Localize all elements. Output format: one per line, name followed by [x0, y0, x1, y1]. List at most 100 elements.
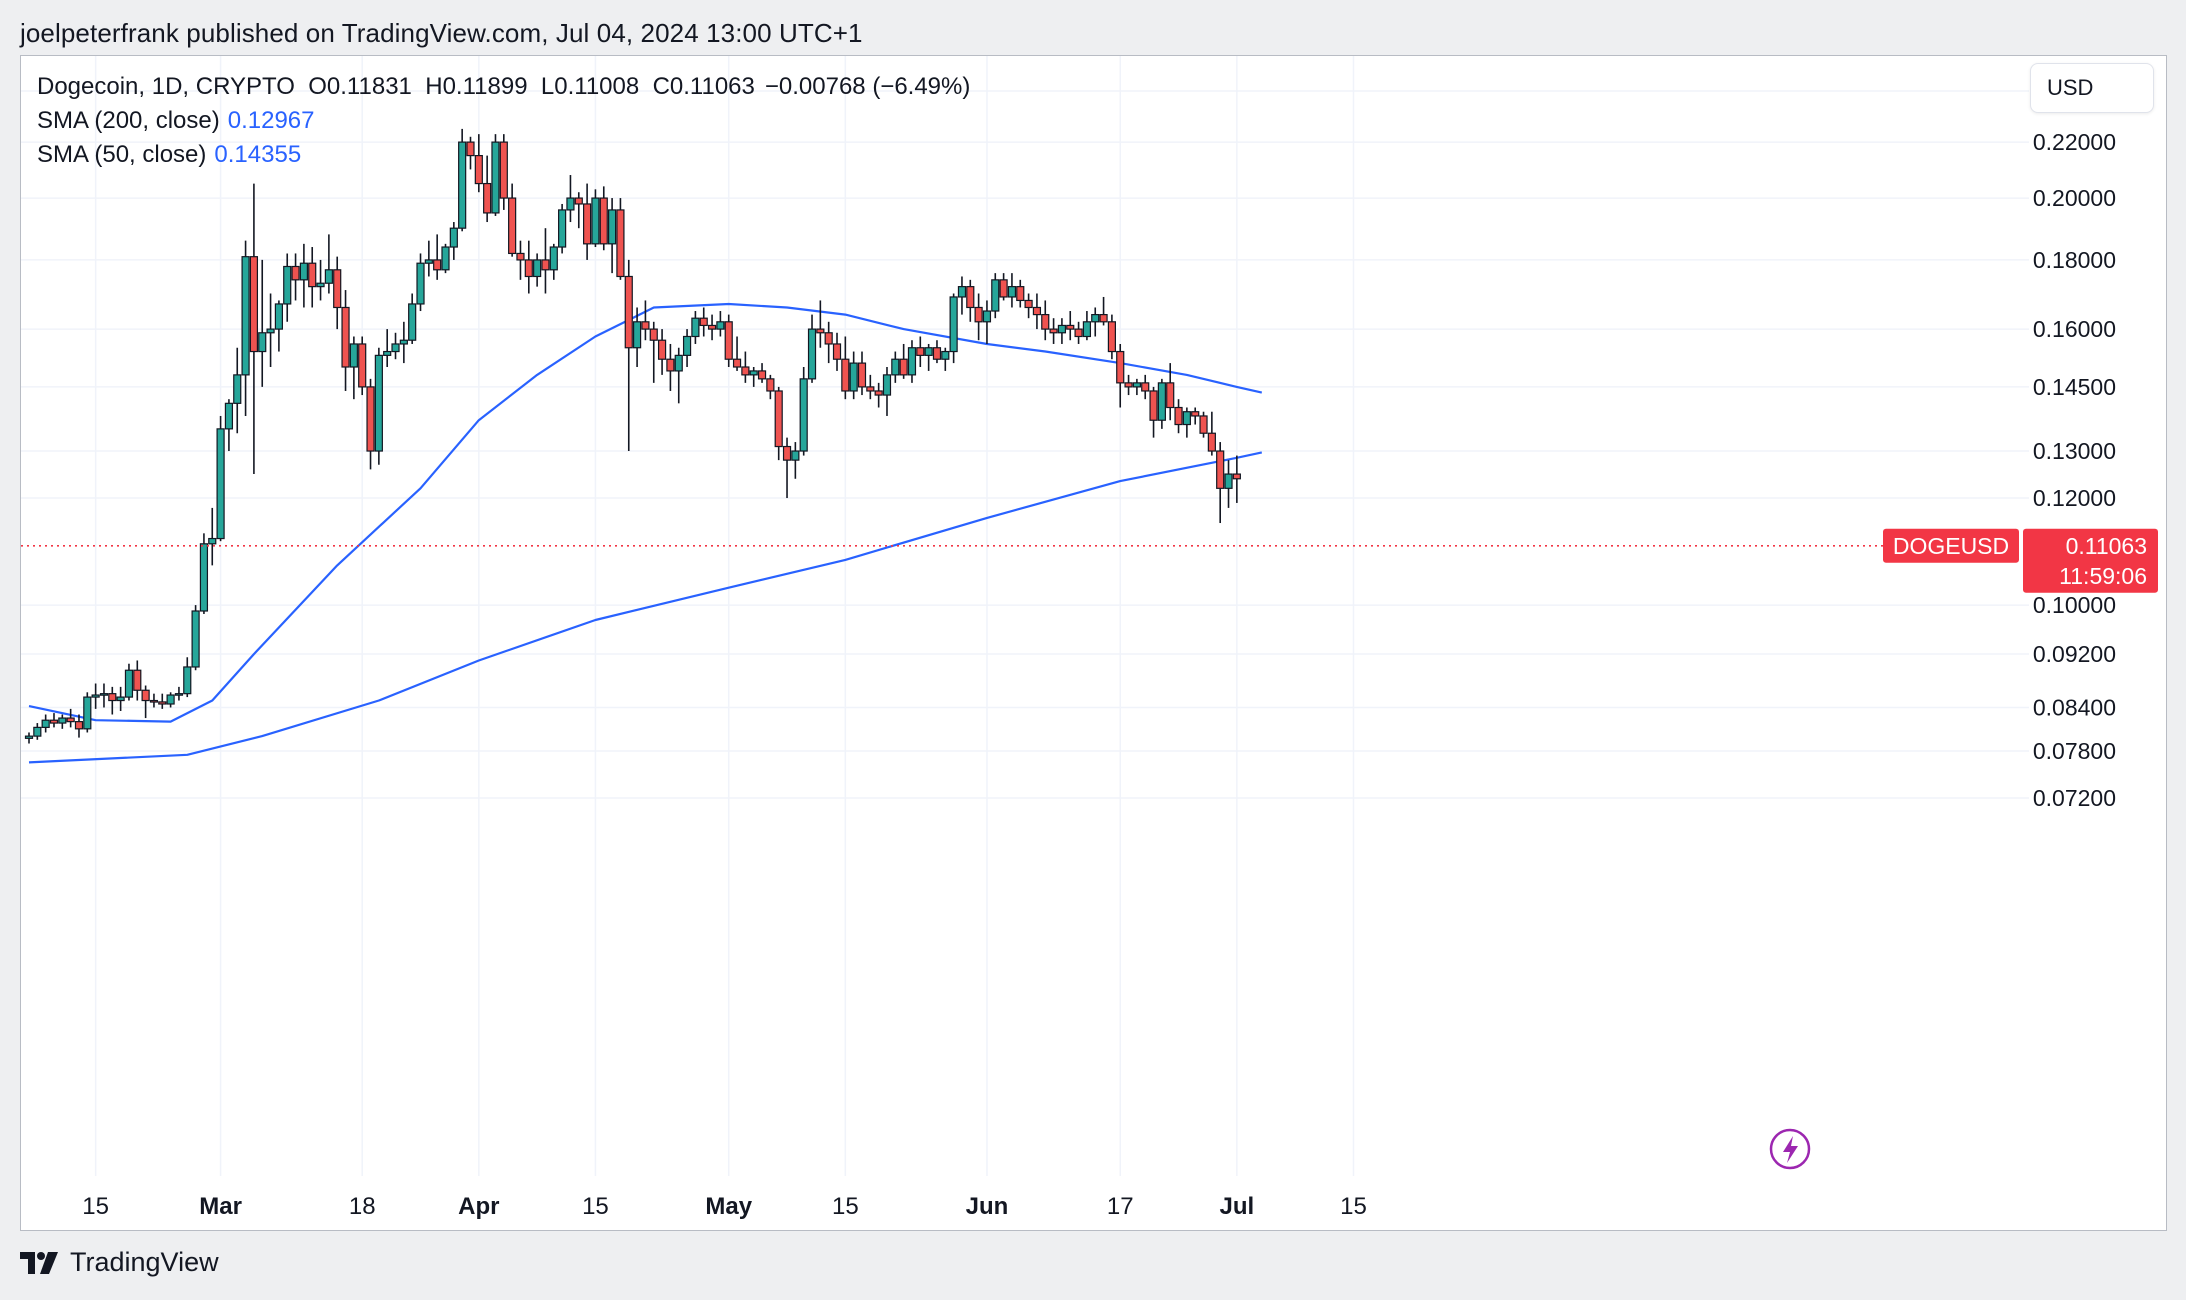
- candle-body: [724, 321, 733, 360]
- candle: [241, 240, 250, 416]
- candle-body: [424, 259, 433, 264]
- candle-body: [1166, 382, 1175, 409]
- candle: [791, 442, 800, 479]
- candle: [283, 253, 292, 322]
- candle: [632, 307, 642, 367]
- candle: [558, 203, 567, 254]
- candle-body: [732, 358, 742, 368]
- candle: [1207, 411, 1216, 456]
- candle: [1116, 343, 1125, 408]
- candle: [966, 279, 975, 322]
- candle-body: [333, 269, 342, 309]
- candle: [399, 321, 408, 364]
- candle: [707, 314, 717, 341]
- candle: [41, 714, 50, 733]
- candle-body: [641, 321, 650, 330]
- candle: [258, 259, 267, 387]
- symbol-label[interactable]: Dogecoin, 1D, CRYPTO: [37, 73, 295, 100]
- candle: [832, 332, 842, 371]
- footer-brand[interactable]: TradingView: [70, 1247, 219, 1277]
- candle: [441, 243, 450, 274]
- candle-body: [1107, 321, 1117, 353]
- lightning-icon[interactable]: [1769, 1128, 1811, 1170]
- candle-body: [466, 141, 475, 157]
- candle: [841, 336, 850, 400]
- candle: [757, 363, 767, 383]
- candle-body: [474, 154, 483, 185]
- candle: [1149, 386, 1158, 438]
- candle-body: [524, 259, 533, 278]
- candle: [358, 336, 367, 396]
- candle-body: [141, 689, 150, 702]
- candle: [641, 300, 650, 341]
- candle: [674, 347, 683, 404]
- candle-body: [782, 445, 792, 461]
- candle-body: [83, 696, 92, 730]
- candle-body: [449, 227, 458, 248]
- candle: [949, 293, 958, 364]
- candle-body: [1182, 411, 1191, 426]
- x-tick-label: 15: [832, 1193, 859, 1220]
- symbol-tag-label: DOGEUSD: [1893, 533, 2009, 559]
- candles: [24, 128, 1241, 744]
- candle-body: [1216, 450, 1225, 489]
- candle: [1049, 318, 1058, 344]
- candle: [1057, 318, 1067, 344]
- price-chart[interactable]: 0.07200 0.07800 0.08400 0.09200 0.10000 0.120…: [21, 56, 2166, 1230]
- candle-body: [1041, 313, 1050, 330]
- candle: [607, 198, 617, 274]
- candle: [1016, 279, 1025, 308]
- candle: [741, 351, 750, 383]
- candle: [716, 311, 725, 337]
- candle: [391, 332, 400, 360]
- candle: [1132, 378, 1141, 396]
- y-tick-label: 0.07800: [2033, 738, 2116, 764]
- sma50-label: SMA (50, close): [37, 141, 207, 168]
- candle: [291, 253, 300, 301]
- candle: [83, 692, 92, 733]
- candle: [108, 686, 117, 715]
- candle-body: [899, 358, 908, 376]
- candle: [724, 314, 733, 367]
- candle: [508, 183, 517, 257]
- candle-body: [33, 726, 42, 737]
- chart-panel[interactable]: 0.07200 0.07800 0.08400 0.09200 0.10000 0.120…: [20, 55, 2167, 1231]
- candle-body: [691, 317, 700, 338]
- candle: [799, 366, 808, 456]
- candle: [141, 685, 150, 719]
- candle: [807, 314, 817, 383]
- candle: [1191, 407, 1200, 425]
- candle: [941, 347, 950, 371]
- candle: [583, 183, 592, 260]
- candle: [424, 240, 433, 277]
- candle: [657, 329, 667, 375]
- candle-body: [957, 286, 967, 298]
- candle-body: [716, 321, 725, 330]
- candle-body: [116, 696, 125, 702]
- currency-selector[interactable]: USD: [2030, 63, 2154, 113]
- candle-body: [991, 279, 1000, 312]
- candle: [691, 311, 700, 344]
- y-axis: 0.07200 0.07800 0.08400 0.09200 0.10000 0.120…: [2033, 78, 2116, 811]
- candle: [74, 714, 84, 738]
- sma-lines: [28, 302, 1263, 764]
- tradingview-logo-icon[interactable]: [20, 1250, 60, 1276]
- candle: [408, 293, 417, 344]
- sma200-legend[interactable]: SMA (200, close) 0.12967: [37, 104, 970, 138]
- sma50-legend[interactable]: SMA (50, close) 0.14355: [37, 138, 970, 172]
- candle: [483, 155, 492, 223]
- candle: [541, 228, 550, 294]
- candle: [33, 723, 42, 740]
- y-tick-label: 0.18000: [2033, 247, 2116, 273]
- candle: [624, 259, 633, 452]
- candle: [1007, 273, 1017, 308]
- candle: [849, 351, 858, 400]
- candle-body: [458, 141, 467, 229]
- candle-body: [1007, 286, 1017, 298]
- candle-body: [682, 335, 692, 356]
- candle-body: [632, 321, 642, 349]
- x-axis: 15 Mar 18 Apr 15 May 15 Jun 17 Jul 15: [82, 1193, 1367, 1220]
- candle: [749, 366, 758, 387]
- y-tick-label: 0.07200: [2033, 785, 2116, 811]
- candle-body: [1066, 324, 1075, 330]
